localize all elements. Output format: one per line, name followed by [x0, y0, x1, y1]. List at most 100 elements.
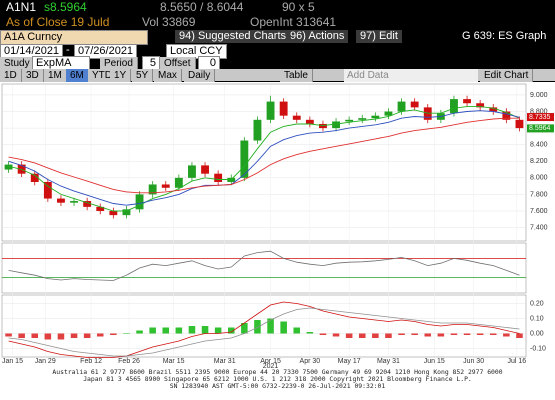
x-tick-label: Mar 31: [214, 358, 236, 365]
panel-frame: [1, 294, 527, 358]
footer-line: Australia 61 2 9777 8600 Brazil 5511 239…: [52, 368, 503, 376]
macd-histogram: [489, 333, 497, 335]
candle-body: [161, 184, 170, 188]
candle-body: [70, 201, 78, 203]
macd-histogram: [241, 323, 248, 334]
x-tick-label: Apr 15: [260, 358, 281, 365]
x-tick-label: Jul 16: [507, 358, 526, 365]
moving-average: [8, 110, 520, 206]
macd-histogram: [70, 333, 78, 338]
macd-histogram: [398, 333, 405, 335]
macd-histogram: [44, 333, 52, 340]
y-tick-label: 8.800: [530, 108, 548, 115]
candle-body: [253, 119, 262, 141]
period-button[interactable]: 6M: [66, 69, 89, 82]
y-tick-label: 7.600: [530, 208, 548, 215]
macd-histogram: [5, 333, 12, 337]
macd-histogram: [516, 333, 523, 338]
actions-button[interactable]: 96) Actions: [286, 30, 349, 43]
candle-body: [30, 173, 39, 182]
y-tick-label: 8.200: [530, 158, 548, 165]
macd-histogram: [293, 327, 301, 334]
y-tick-label: 8.400: [530, 142, 548, 149]
candle-body: [371, 115, 380, 119]
table-button[interactable]: Table: [280, 69, 313, 82]
candle-body: [502, 111, 511, 120]
candle-body: [332, 121, 340, 129]
period-input[interactable]: 5: [142, 56, 160, 71]
last-flag: [527, 113, 554, 122]
macd-histogram: [18, 333, 25, 338]
frequency[interactable]: Daily: [184, 69, 216, 82]
x-tick-label: May 31: [377, 358, 400, 365]
macd-histogram: [450, 333, 458, 335]
panel-frame: [1, 83, 527, 242]
macd-histogram: [372, 333, 379, 338]
candle-body: [384, 111, 393, 116]
period-button[interactable]: 5Y: [132, 69, 154, 82]
bid-ask: 8.5650 / 8.6044: [160, 0, 244, 14]
edit-chart[interactable]: Edit Chart: [480, 69, 534, 82]
macd-tick-label: 0.00: [530, 330, 544, 337]
period-button[interactable]: 3D: [22, 69, 44, 82]
x-tick-label: Feb 12: [80, 358, 102, 365]
candle-body: [214, 173, 223, 182]
candle-body: [476, 103, 485, 108]
macd-histogram: [319, 333, 327, 335]
period-button[interactable]: 1Y: [110, 69, 132, 82]
moving-average: [8, 117, 520, 194]
as-of: As of Close 19 Juld: [6, 15, 110, 29]
footer: Australia 61 2 9777 8600 Brazil 5511 239…: [0, 369, 555, 400]
macd-histogram: [463, 333, 471, 335]
suggested-charts[interactable]: 94) Suggested Charts: [175, 30, 291, 43]
period-button[interactable]: 1D: [0, 69, 22, 82]
macd-histogram: [201, 326, 209, 334]
x-year-label: 2021: [263, 363, 279, 369]
period-button[interactable]: Max: [154, 69, 182, 82]
macd-histogram: [385, 333, 392, 338]
candle-body: [201, 165, 209, 174]
macd-histogram: [96, 333, 104, 337]
candle-body: [266, 101, 275, 120]
candle-body: [135, 194, 144, 210]
candle-body: [345, 119, 354, 122]
security-input[interactable]: A1A Curncy: [0, 30, 148, 45]
edit-button[interactable]: 97) Edit: [356, 30, 402, 43]
end-date[interactable]: 07/26/2021: [74, 44, 138, 59]
candle-body: [109, 210, 118, 216]
macd-tick-label: 0.20: [530, 300, 544, 307]
rsi-line: [8, 250, 520, 281]
last-price: s8.5964: [44, 0, 87, 14]
candle-body: [83, 201, 92, 207]
macd-histogram: [149, 327, 156, 334]
candle-body: [292, 115, 301, 120]
x-tick-label: Feb 26: [118, 358, 140, 365]
moving-average: [8, 106, 520, 212]
ticker: A1N1: [6, 0, 37, 14]
footer-line: Japan 81 3 4565 8900 Singapore 65 6212 1…: [83, 375, 472, 383]
panel-frame: [1, 242, 527, 294]
add-data[interactable]: Add Data: [344, 69, 478, 82]
candle-body: [240, 140, 249, 178]
macd-histogram: [110, 333, 117, 335]
macd-histogram: [136, 330, 143, 334]
footer-line: SN 1283940 AST GMT-5:00 G732-2239-0 26-J…: [169, 382, 386, 390]
candle-body: [450, 99, 458, 114]
period-label: Period: [100, 57, 138, 70]
volume: Vol 33869: [142, 15, 196, 29]
macd-histogram: [188, 326, 196, 334]
candle-body: [279, 101, 288, 116]
macd-histogram: [175, 327, 183, 334]
macd-histogram: [227, 327, 235, 334]
study-select[interactable]: ExpMA: [32, 56, 90, 71]
period-button[interactable]: 1M: [44, 69, 67, 82]
candle-body: [174, 177, 183, 188]
macd-histogram: [424, 333, 432, 337]
macd-histogram: [358, 333, 366, 338]
currency[interactable]: Local CCY: [166, 44, 227, 59]
candle-body: [122, 209, 131, 216]
candle-body: [489, 107, 498, 112]
candle-body: [358, 118, 367, 120]
x-tick-label: May 17: [338, 358, 361, 365]
